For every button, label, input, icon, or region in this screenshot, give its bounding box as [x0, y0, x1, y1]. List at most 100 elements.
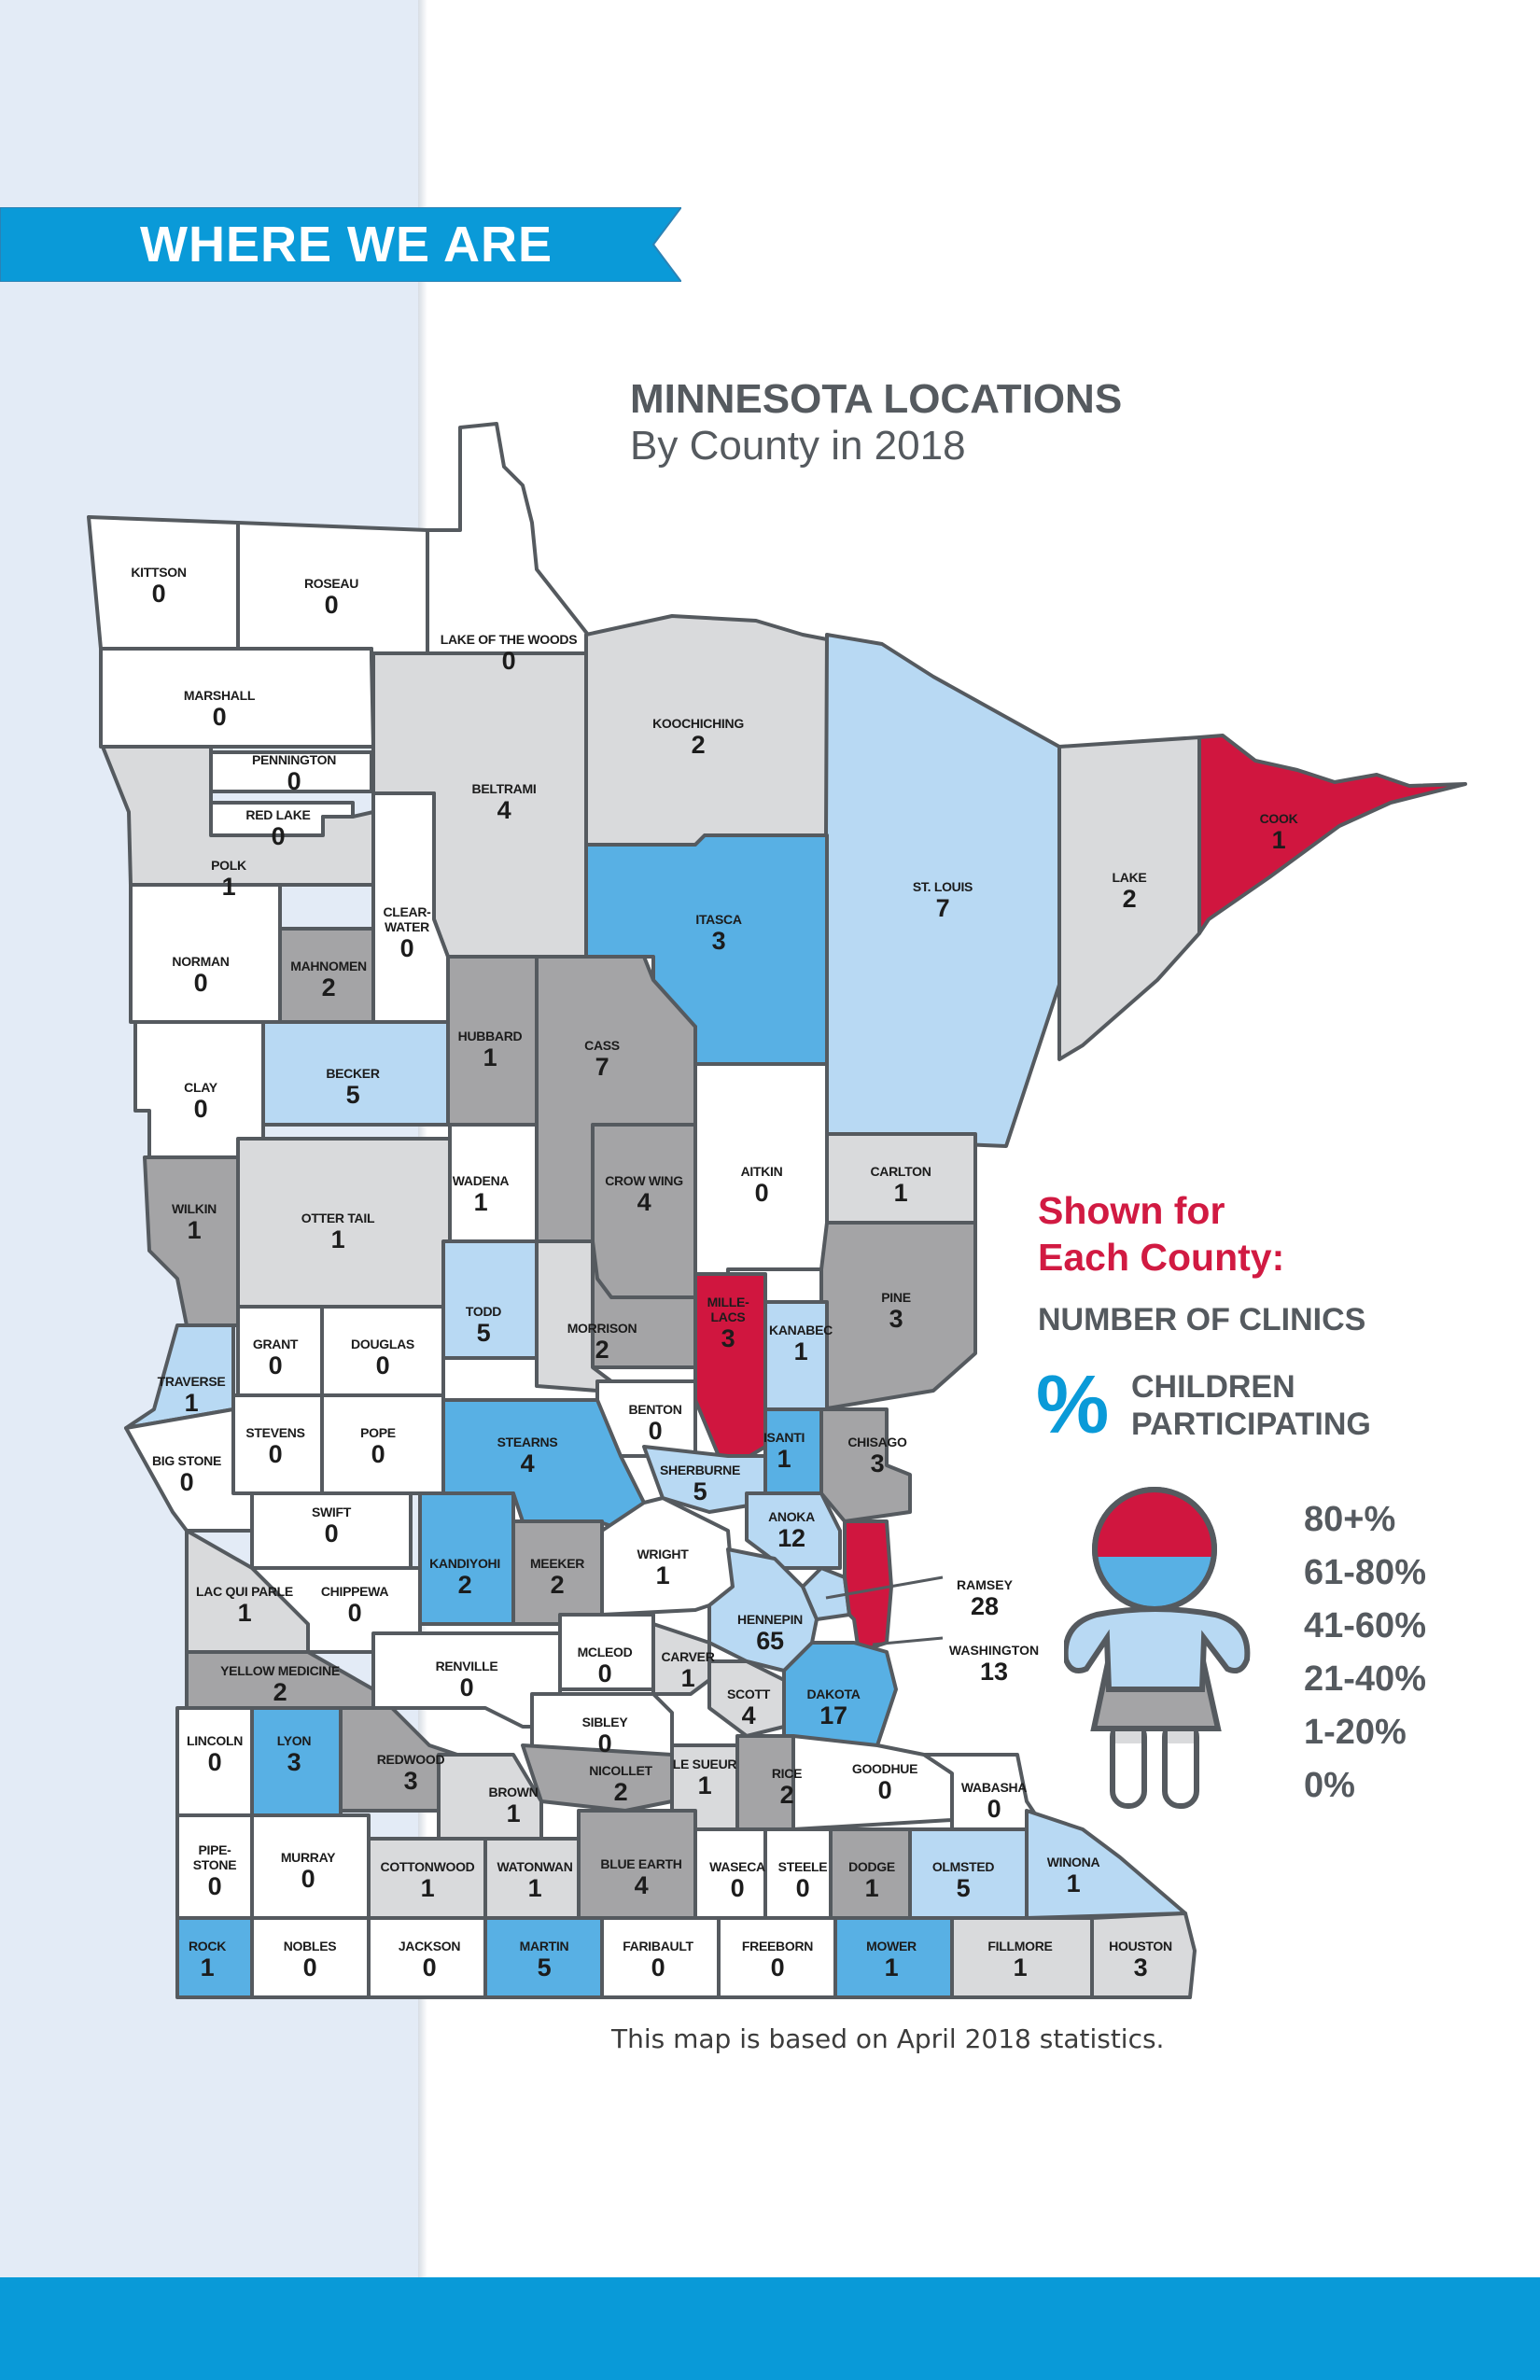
county-clinic-count: 3 — [403, 1767, 418, 1795]
county-label-pine: PINE 3 — [881, 1290, 911, 1333]
county-name: MAHNOMEN — [290, 959, 367, 973]
county-label-stearns: STEARNS 4 — [497, 1435, 558, 1477]
county-name: LE SUEUR — [672, 1757, 737, 1771]
county-clinic-count: 1 — [330, 1225, 345, 1253]
county-name: POLK — [211, 858, 246, 873]
county-name: HENNEPIN — [737, 1612, 803, 1627]
county-clinic-count: 0 — [271, 822, 286, 850]
county-name: WINONA — [1046, 1855, 1100, 1869]
child-figure-icon — [1064, 1487, 1251, 1809]
county-clinic-count: 2 — [550, 1571, 565, 1599]
county-nicollet — [521, 1743, 674, 1813]
county-name: FILLMORE — [987, 1939, 1053, 1953]
county-name: NORMAN — [172, 954, 230, 969]
county-name: LAC QUI PARLE — [196, 1584, 293, 1599]
county-label-isanti: ISANTI 1 — [763, 1430, 805, 1473]
county-label-clay: CLAY 0 — [184, 1080, 217, 1123]
county-name: SWIFT — [311, 1505, 352, 1519]
county-label-hennepin: HENNEPIN 65 — [737, 1612, 803, 1655]
county-clinic-count: 4 — [741, 1701, 756, 1729]
county-clinic-count: 1 — [473, 1188, 488, 1216]
county-clinic-count: 65 — [756, 1627, 784, 1655]
county-label-traverse: TRAVERSE 1 — [158, 1374, 226, 1417]
county-houston — [1090, 1911, 1197, 1999]
county-clinic-count: 2 — [779, 1781, 794, 1809]
county-name: LAKE OF THE WOODS — [440, 632, 578, 647]
legend-children-line2: PARTICIPATING — [1131, 1407, 1371, 1442]
county-label-todd: TODD 5 — [466, 1304, 502, 1347]
county-name: WATONWAN — [497, 1859, 573, 1874]
county-label-carver: CARVER 1 — [661, 1649, 714, 1692]
county-name: NOBLES — [283, 1939, 337, 1953]
county-name: KANDIYOHI — [429, 1556, 500, 1571]
county-clinic-count: 1 — [655, 1561, 670, 1589]
county-clinic-count: 2 — [1122, 885, 1137, 913]
legend-clinics-label: NUMBER OF CLINICS — [1038, 1302, 1366, 1337]
percent-icon: % — [1036, 1358, 1110, 1450]
county-name: BLUE EARTH — [600, 1856, 682, 1871]
county-name: WADENA — [452, 1173, 510, 1188]
county-chippewa — [250, 1566, 422, 1654]
county-label-martin: MARTIN 5 — [520, 1939, 569, 1981]
county-label-sherburne: SHERBURNE 5 — [660, 1463, 740, 1505]
county-label-kandiyohi: KANDIYOHI 2 — [429, 1556, 500, 1599]
county-name: CROW WING — [605, 1173, 683, 1188]
county-name: WILKIN — [172, 1201, 217, 1216]
county-clinic-count: 0 — [597, 1729, 612, 1757]
county-label-meeker: MEEKER 2 — [530, 1556, 584, 1599]
county-clinic-count: 0 — [987, 1795, 1001, 1823]
county-label-mille-lacs: MILLE- LACS 3 — [707, 1295, 749, 1352]
county-clinic-count: 0 — [301, 1865, 315, 1893]
county-label-cook: COOK 1 — [1260, 811, 1298, 854]
county-clinic-count: 1 — [184, 1389, 199, 1417]
county-clinic-count: 1 — [1066, 1869, 1081, 1897]
county-label-aitkin: AITKIN 0 — [741, 1164, 783, 1207]
county-label-nicollet: NICOLLET 2 — [589, 1763, 652, 1806]
county-clinic-count: 0 — [207, 1748, 222, 1776]
county-name: BECKER — [326, 1066, 380, 1081]
county-clinic-count: 0 — [324, 591, 339, 619]
county-label-kittson: KITTSON 0 — [131, 565, 187, 608]
county-name: COOK — [1259, 811, 1298, 826]
county-label-big-stone: BIG STONE 0 — [152, 1453, 221, 1496]
county-label-dakota: DAKOTA 17 — [806, 1687, 860, 1729]
leader-line — [825, 1575, 944, 1600]
county-name: MURRAY — [280, 1850, 336, 1865]
county-label-pope: POPE 0 — [360, 1425, 396, 1468]
county-label-swift: SWIFT 0 — [312, 1505, 351, 1547]
county-label-douglas: DOUGLAS 0 — [351, 1337, 414, 1379]
county-name: REDWOOD — [376, 1752, 445, 1767]
scale-item: 21-40% — [1304, 1659, 1426, 1699]
county-pine — [819, 1221, 977, 1411]
county-label-lac-qui-parle: LAC QUI PARLE 1 — [196, 1584, 293, 1627]
county-clinic-count: 0 — [459, 1673, 474, 1701]
county-clinic-count: 5 — [537, 1953, 552, 1981]
county-name: LYON — [276, 1733, 312, 1748]
county-clinic-count: 4 — [634, 1871, 649, 1899]
county-label-mcleod: MCLEOD 0 — [578, 1645, 633, 1687]
county-label-carlton: CARLTON 1 — [870, 1164, 931, 1207]
scale-item: 0% — [1304, 1766, 1355, 1805]
county-label-cass: CASS 7 — [584, 1038, 620, 1081]
county-clinic-count: 0 — [268, 1351, 283, 1379]
county-clinic-count: 3 — [1133, 1953, 1148, 1981]
county-clinic-count: 2 — [273, 1678, 287, 1706]
county-clinic-count: 3 — [870, 1449, 885, 1477]
county-label-hubbard: HUBBARD 1 — [458, 1029, 523, 1071]
county-name: MOWER — [866, 1939, 917, 1953]
county-label-sibley: SIBLEY 0 — [582, 1715, 628, 1757]
county-name: LAKE — [1112, 870, 1147, 885]
county-name: WASHINGTON — [948, 1643, 1040, 1658]
county-label-pipe-stone: PIPE- STONE 0 — [193, 1842, 237, 1900]
county-carver — [651, 1622, 711, 1696]
county-clinic-count: 1 — [864, 1874, 879, 1902]
county-clinic-count: 4 — [637, 1188, 651, 1216]
county-name: BENTON — [628, 1402, 682, 1417]
county-name: ROSEAU — [303, 576, 359, 591]
county-name: SIBLEY — [581, 1715, 628, 1729]
county-label-grant: GRANT 0 — [253, 1337, 299, 1379]
section-banner: WHERE WE ARE — [0, 207, 681, 282]
county-name: CHIPPEWA — [320, 1584, 389, 1599]
county-name: KOOCHICHING — [652, 716, 744, 731]
county-clinic-count: 0 — [877, 1776, 892, 1804]
